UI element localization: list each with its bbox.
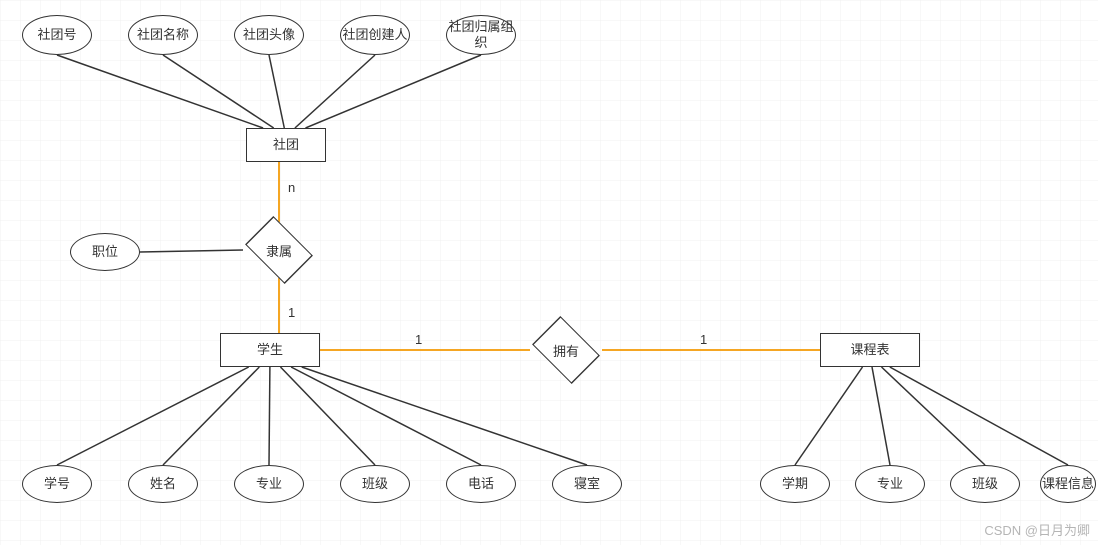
attr-label: 社团名称 (137, 27, 189, 43)
attr-label: 学期 (782, 476, 808, 492)
attr-course-major: 专业 (855, 465, 925, 503)
attr-position: 职位 (70, 233, 140, 271)
attr-club-org: 社团归属组织 (446, 15, 516, 55)
edges-layer (0, 0, 1098, 545)
attr-label: 姓名 (150, 476, 176, 492)
er-canvas: 社团号 社团名称 社团头像 社团创建人 社团归属组织 社团 学生 课程表 隶属 … (0, 0, 1098, 545)
watermark: CSDN @日月为卿 (984, 520, 1090, 539)
attr-label: 电话 (468, 476, 494, 492)
attr-label: 班级 (972, 476, 998, 492)
attr-label: 班级 (362, 476, 388, 492)
relation-own: 拥有 (546, 330, 586, 370)
entity-student: 学生 (220, 333, 320, 367)
attr-club-avatar: 社团头像 (234, 15, 304, 55)
attr-student-name: 姓名 (128, 465, 198, 503)
attr-student-major: 专业 (234, 465, 304, 503)
cardinality-1: 1 (288, 305, 295, 320)
attr-student-class: 班级 (340, 465, 410, 503)
attr-label: 社团号 (37, 27, 76, 43)
entity-label: 课程表 (850, 342, 889, 358)
attr-student-dorm: 寝室 (552, 465, 622, 503)
entity-course: 课程表 (820, 333, 920, 367)
attr-student-phone: 电话 (446, 465, 516, 503)
attr-label: 课程信息 (1042, 476, 1094, 492)
attr-label: 社团头像 (243, 27, 295, 43)
attr-course-class: 班级 (950, 465, 1020, 503)
attr-club-id: 社团号 (22, 15, 92, 55)
attr-label: 寝室 (574, 476, 600, 492)
cardinality-1: 1 (700, 332, 707, 347)
entity-label: 学生 (257, 342, 283, 358)
attr-label: 专业 (256, 476, 282, 492)
entity-label: 社团 (273, 137, 299, 153)
attr-course-info: 课程信息 (1040, 465, 1096, 503)
attr-student-id: 学号 (22, 465, 92, 503)
attr-label: 专业 (877, 476, 903, 492)
attr-label: 社团创建人 (342, 27, 407, 43)
relation-belong: 隶属 (259, 230, 299, 270)
attr-club-founder: 社团创建人 (340, 15, 410, 55)
cardinality-1: 1 (415, 332, 422, 347)
attr-label: 学号 (44, 476, 70, 492)
cardinality-n: n (288, 180, 295, 195)
relation-label: 隶属 (259, 230, 299, 270)
attr-label: 职位 (92, 244, 118, 260)
attr-label: 社团归属组织 (447, 19, 515, 50)
attr-club-name: 社团名称 (128, 15, 198, 55)
relation-label: 拥有 (546, 330, 586, 370)
entity-club: 社团 (246, 128, 326, 162)
attr-course-term: 学期 (760, 465, 830, 503)
